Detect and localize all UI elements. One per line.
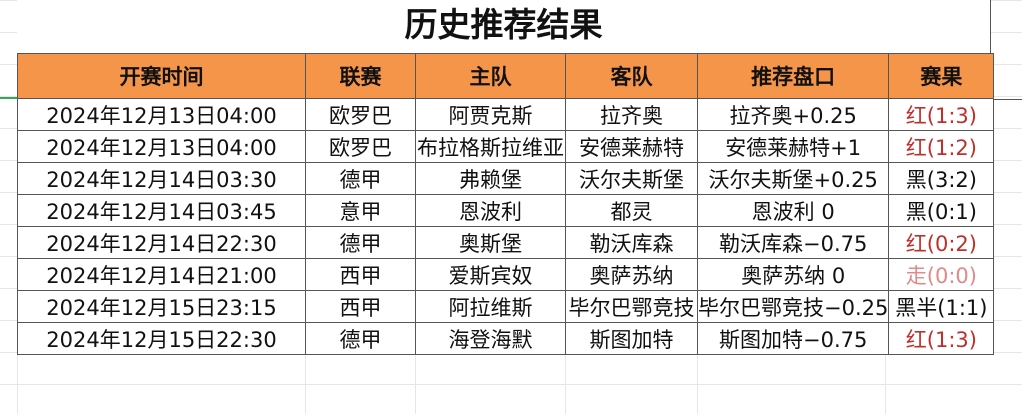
header-result[interactable]: 赛果 (888, 53, 995, 99)
header-home[interactable]: 主队 (415, 53, 566, 99)
cell-home[interactable]: 爱斯宾奴 (415, 258, 566, 291)
cell-away[interactable]: 奥萨苏纳 (565, 258, 698, 291)
results-table: 开赛时间 联赛 主队 客队 推荐盘口 赛果 2024年12月13日04:00 欧罗… (17, 53, 995, 355)
cell-pick[interactable]: 奥萨苏纳 0 (696, 258, 890, 291)
cell-result[interactable]: 走(0:0) (888, 258, 995, 291)
table-row: 2024年12月15日22:30 德甲 海登海默 斯图加特 斯图加特−0.75 红(1:3… (17, 322, 995, 355)
table-row: 2024年12月14日21:00 西甲 爱斯宾奴 奥萨苏纳 奥萨苏纳 0 走(0:0) (17, 258, 995, 291)
cell-pick[interactable]: 毕尔巴鄂竞技−0.25 (696, 290, 890, 323)
cell-time[interactable]: 2024年12月13日04:00 (17, 98, 306, 131)
table-row: 2024年12月13日04:00 欧罗巴 布拉格斯拉维亚 安德莱赫特 安德莱赫特+1 红(… (17, 130, 995, 163)
cell-away[interactable]: 都灵 (565, 194, 698, 227)
header-pick[interactable]: 推荐盘口 (696, 53, 890, 99)
cell-home[interactable]: 海登海默 (415, 322, 566, 355)
cell-result[interactable]: 黑半(1:1) (888, 290, 995, 323)
cell-result[interactable]: 红(1:3) (888, 98, 995, 131)
cell-home[interactable]: 奥斯堡 (415, 226, 566, 259)
cell-league[interactable]: 意甲 (305, 194, 416, 227)
cell-league[interactable]: 德甲 (305, 162, 416, 195)
cell-result[interactable]: 红(1:3) (888, 322, 995, 355)
cell-league[interactable]: 西甲 (305, 258, 416, 291)
cell-result[interactable]: 黑(0:1) (888, 194, 995, 227)
cell-time[interactable]: 2024年12月14日03:45 (17, 194, 306, 227)
cell-time[interactable]: 2024年12月14日21:00 (17, 258, 306, 291)
cell-pick[interactable]: 沃尔夫斯堡+0.25 (696, 162, 890, 195)
cell-league[interactable]: 德甲 (305, 226, 416, 259)
cell-pick[interactable]: 斯图加特−0.75 (696, 322, 890, 355)
cell-time[interactable]: 2024年12月13日04:00 (17, 130, 306, 163)
cell-pick[interactable]: 拉齐奥+0.25 (696, 98, 890, 131)
cell-home[interactable]: 布拉格斯拉维亚 (415, 130, 566, 163)
table-row: 2024年12月14日03:30 德甲 弗赖堡 沃尔夫斯堡 沃尔夫斯堡+0.25 黑(3:… (17, 162, 995, 195)
cell-away[interactable]: 斯图加特 (565, 322, 698, 355)
cell-pick[interactable]: 安德莱赫特+1 (696, 130, 890, 163)
cell-league[interactable]: 欧罗巴 (305, 130, 416, 163)
cell-result[interactable]: 黑(3:2) (888, 162, 995, 195)
cell-league[interactable]: 德甲 (305, 322, 416, 355)
header-league[interactable]: 联赛 (305, 53, 416, 99)
cell-time[interactable]: 2024年12月15日23:15 (17, 290, 306, 323)
cell-home[interactable]: 阿贾克斯 (415, 98, 566, 131)
cell-time[interactable]: 2024年12月14日03:30 (17, 162, 306, 195)
cell-result[interactable]: 红(0:2) (888, 226, 995, 259)
table-row: 2024年12月15日23:15 西甲 阿拉维斯 毕尔巴鄂竞技 毕尔巴鄂竞技−0.25 黑… (17, 290, 995, 323)
header-spill-cell (990, 53, 1022, 100)
cell-home[interactable]: 阿拉维斯 (415, 290, 566, 323)
cell-home[interactable]: 弗赖堡 (415, 162, 566, 195)
cell-away[interactable]: 毕尔巴鄂竞技 (565, 290, 698, 323)
sheet-title: 历史推荐结果 (17, 0, 991, 53)
cell-pick[interactable]: 勒沃库森−0.75 (696, 226, 890, 259)
cell-league[interactable]: 欧罗巴 (305, 98, 416, 131)
cell-away[interactable]: 沃尔夫斯堡 (565, 162, 698, 195)
cell-time[interactable]: 2024年12月14日22:30 (17, 226, 306, 259)
cell-home[interactable]: 恩波利 (415, 194, 566, 227)
header-row: 开赛时间 联赛 主队 客队 推荐盘口 赛果 (17, 53, 995, 99)
header-away[interactable]: 客队 (565, 53, 698, 99)
cell-time[interactable]: 2024年12月15日22:30 (17, 322, 306, 355)
table-row: 2024年12月13日04:00 欧罗巴 阿贾克斯 拉齐奥 拉齐奥+0.25 红(1:3) (17, 98, 995, 131)
cell-pick[interactable]: 恩波利 0 (696, 194, 890, 227)
selected-row-indicator (0, 97, 17, 99)
cell-away[interactable]: 勒沃库森 (565, 226, 698, 259)
cell-away[interactable]: 拉齐奥 (565, 98, 698, 131)
header-time[interactable]: 开赛时间 (17, 53, 306, 99)
cell-league[interactable]: 西甲 (305, 290, 416, 323)
table-row: 2024年12月14日22:30 德甲 奥斯堡 勒沃库森 勒沃库森−0.75 红(0:2) (17, 226, 995, 259)
table-row: 2024年12月14日03:45 意甲 恩波利 都灵 恩波利 0 黑(0:1) (17, 194, 995, 227)
cell-away[interactable]: 安德莱赫特 (565, 130, 698, 163)
cell-result[interactable]: 红(1:2) (888, 130, 995, 163)
